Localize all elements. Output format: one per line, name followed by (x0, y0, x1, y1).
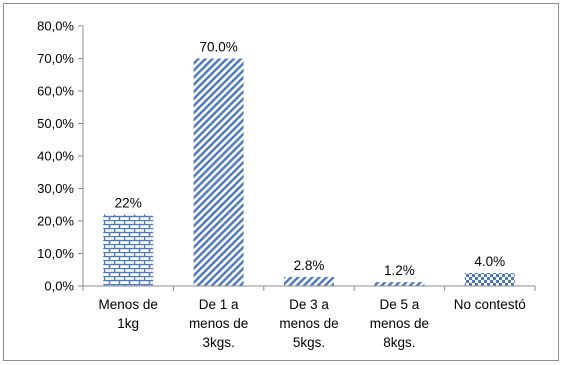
y-tick-label: 40,0% (37, 149, 74, 164)
bar (103, 214, 154, 286)
category-label: Menos de (99, 297, 158, 312)
bar (374, 282, 425, 286)
y-tick-label: 10,0% (37, 246, 74, 261)
y-tick-label: 50,0% (37, 116, 74, 131)
category-label: De 1 a (199, 297, 239, 312)
y-tick-label: 0,0% (44, 279, 74, 294)
bar (464, 273, 515, 286)
category-label: 1kg (117, 316, 139, 331)
bar (193, 58, 244, 286)
y-tick-label: 80,0% (37, 19, 74, 34)
category-label: No contestó (454, 297, 526, 312)
category-label: menos de (189, 316, 248, 331)
category-label: De 5 a (380, 297, 420, 312)
category-label: menos de (370, 316, 429, 331)
bar-chart: 0,0% 10,0% 20,0% 30,0% 40,0% 50,0% 60,0% 70,0% 8… (37, 19, 536, 350)
bar-data-label: 70.0% (199, 40, 237, 55)
category-label: De 3 a (289, 297, 329, 312)
bar-data-label: 1.2% (384, 263, 415, 278)
y-tick-label: 60,0% (37, 84, 74, 99)
bar-data-label: 2.8% (294, 258, 325, 273)
chart-frame: 0,0% 10,0% 20,0% 30,0% 40,0% 50,0% 60,0% 70,0% 8… (3, 3, 559, 361)
data-labels: 22% 70.0% 2.8% 1.2% 4.0% (115, 40, 506, 279)
y-tick-label: 20,0% (37, 214, 74, 229)
bars (103, 58, 515, 286)
y-axis-ticks: 0,0% 10,0% 20,0% 30,0% 40,0% 50,0% 60,0% 70,0% 8… (37, 19, 83, 294)
axes (82, 26, 535, 291)
category-label: menos de (279, 316, 338, 331)
y-tick-label: 70,0% (37, 51, 74, 66)
bar (284, 276, 334, 286)
category-labels: Menos de 1kg De 1 a menos de 3kgs. De 3 a meno… (99, 286, 536, 350)
bar-data-label: 22% (115, 196, 142, 211)
y-tick-label: 30,0% (37, 181, 74, 196)
category-label: 3kgs. (202, 335, 234, 350)
bar-data-label: 4.0% (474, 254, 505, 269)
category-label: 8kgs. (383, 335, 415, 350)
category-label: 5kgs. (293, 335, 325, 350)
